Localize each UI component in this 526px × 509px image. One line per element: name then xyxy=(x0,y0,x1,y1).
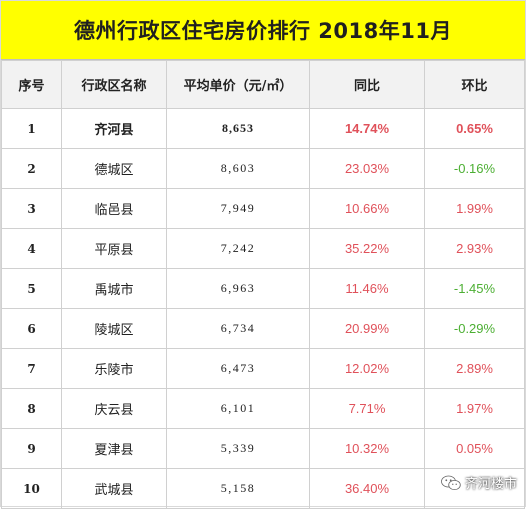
rank-cell: 9 xyxy=(1,428,62,469)
mom-cell: 1.97% xyxy=(424,388,525,429)
ranking-table: 序号 行政区名称 平均单价（元/㎡） 同比 环比 1 齐河县 8,653 14.74%… xyxy=(1,60,525,509)
mom-cell: 0.65% xyxy=(424,108,525,149)
header-yoy: 同比 xyxy=(309,60,425,109)
header-rank: 序号 xyxy=(1,60,62,109)
avg-price-cell: 5,158 xyxy=(166,468,310,509)
page-title: 德州行政区住宅房价排行 2018年11月 xyxy=(1,1,525,60)
district-name-cell: 齐河县 xyxy=(61,108,167,149)
avg-price-cell: 8,653 xyxy=(166,108,310,149)
mom-cell: 2.93% xyxy=(424,228,525,269)
table-row: 1 齐河县 8,653 14.74% 0.65% xyxy=(1,108,525,149)
rank-cell: 10 xyxy=(1,468,62,509)
yoy-cell: 36.40% xyxy=(309,468,425,509)
table-header-row: 序号 行政区名称 平均单价（元/㎡） 同比 环比 xyxy=(1,60,525,109)
avg-price-cell: 6,101 xyxy=(166,388,310,429)
mom-cell: 1.99% xyxy=(424,188,525,229)
yoy-cell: 14.74% xyxy=(309,108,425,149)
district-name-cell: 陵城区 xyxy=(61,308,167,349)
avg-price-cell: 7,242 xyxy=(166,228,310,269)
table-row: 8 庆云县 6,101 7.71% 1.97% xyxy=(1,388,525,429)
avg-price-cell: 5,339 xyxy=(166,428,310,469)
yoy-cell: 10.66% xyxy=(309,188,425,229)
mom-cell: -0.29% xyxy=(424,308,525,349)
district-name-cell: 平原县 xyxy=(61,228,167,269)
yoy-cell: 10.32% xyxy=(309,428,425,469)
mom-cell: 0.05% xyxy=(424,428,525,469)
table-row: 3 临邑县 7,949 10.66% 1.99% xyxy=(1,188,525,229)
district-name-cell: 临邑县 xyxy=(61,188,167,229)
yoy-cell: 20.99% xyxy=(309,308,425,349)
avg-price-cell: 6,963 xyxy=(166,268,310,309)
rank-cell: 6 xyxy=(1,308,62,349)
table-row: 9 夏津县 5,339 10.32% 0.05% xyxy=(1,428,525,469)
rank-cell: 5 xyxy=(1,268,62,309)
yoy-cell: 23.03% xyxy=(309,148,425,189)
watermark: 齐河楼市 xyxy=(441,473,517,492)
avg-price-cell: 6,473 xyxy=(166,348,310,389)
header-district: 行政区名称 xyxy=(61,60,167,109)
yoy-cell: 35.22% xyxy=(309,228,425,269)
district-name-cell: 禹城市 xyxy=(61,268,167,309)
yoy-cell: 12.02% xyxy=(309,348,425,389)
district-name-cell: 夏津县 xyxy=(61,428,167,469)
mom-cell: 2.89% xyxy=(424,348,525,389)
table-row: 6 陵城区 6,734 20.99% -0.29% xyxy=(1,308,525,349)
wechat-icon xyxy=(441,475,461,490)
rank-cell: 3 xyxy=(1,188,62,229)
rank-cell: 8 xyxy=(1,388,62,429)
avg-price-cell: 6,734 xyxy=(166,308,310,349)
avg-price-cell: 8,603 xyxy=(166,148,310,189)
yoy-cell: 7.71% xyxy=(309,388,425,429)
table-row: 2 德城区 8,603 23.03% -0.16% xyxy=(1,148,525,189)
yoy-cell: 11.46% xyxy=(309,268,425,309)
rank-cell: 2 xyxy=(1,148,62,189)
header-mom: 环比 xyxy=(424,60,525,109)
table-row: 10 武城县 5,158 36.40% xyxy=(1,468,525,509)
avg-price-cell: 7,949 xyxy=(166,188,310,229)
rank-cell: 1 xyxy=(1,108,62,149)
district-name-cell: 德城区 xyxy=(61,148,167,189)
table-row: 7 乐陵市 6,473 12.02% 2.89% xyxy=(1,348,525,389)
header-avg-price: 平均单价（元/㎡） xyxy=(166,60,310,109)
district-name-cell: 乐陵市 xyxy=(61,348,167,389)
table-row: 5 禹城市 6,963 11.46% -1.45% xyxy=(1,268,525,309)
mom-cell: -0.16% xyxy=(424,148,525,189)
rank-cell: 7 xyxy=(1,348,62,389)
district-name-cell: 庆云县 xyxy=(61,388,167,429)
watermark-text: 齐河楼市 xyxy=(464,477,517,492)
table-row: 4 平原县 7,242 35.22% 2.93% xyxy=(1,228,525,269)
mom-cell: -1.45% xyxy=(424,268,525,309)
district-name-cell: 武城县 xyxy=(61,468,167,509)
rank-cell: 4 xyxy=(1,228,62,269)
